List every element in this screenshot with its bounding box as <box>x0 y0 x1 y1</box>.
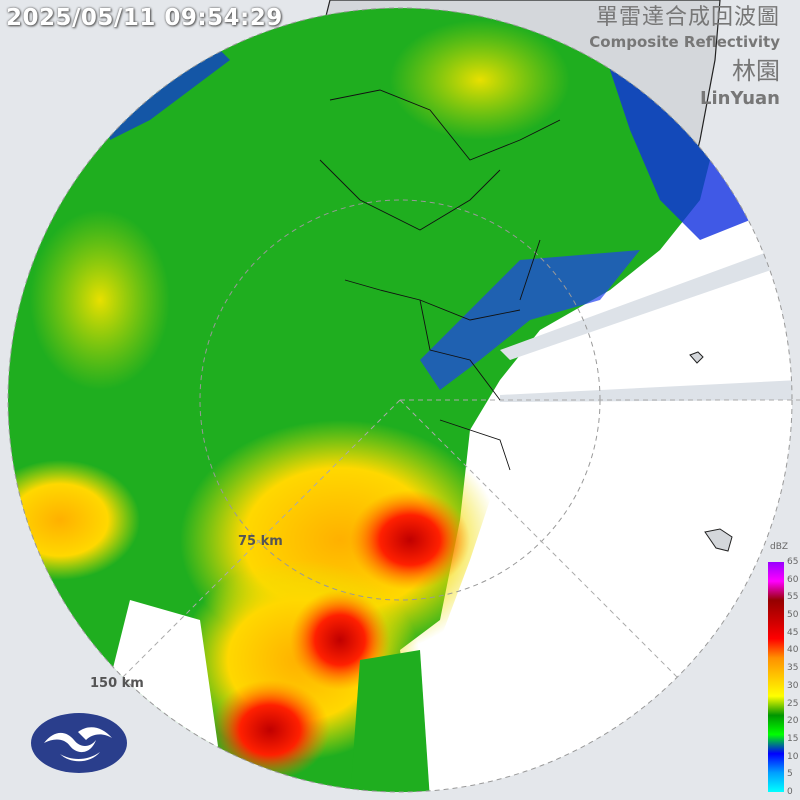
legend-tick: 25 <box>787 698 799 709</box>
legend-tick: 50 <box>787 610 799 621</box>
green-island <box>689 351 704 364</box>
legend-tick: 0 <box>787 787 793 797</box>
dbz-color-legend <box>768 562 784 792</box>
legend-tick: 55 <box>787 592 799 603</box>
orchid-island <box>704 528 733 552</box>
range-label-75km: 75 km <box>238 534 283 549</box>
legend-tick: 40 <box>787 645 799 656</box>
legend-tick: 60 <box>787 574 799 585</box>
station-name-en: LinYuan <box>700 88 780 109</box>
legend-tick: 35 <box>787 663 799 674</box>
county-borders <box>319 89 561 471</box>
legend-tick: 15 <box>787 733 799 744</box>
legend-unit: dBZ <box>770 542 789 552</box>
title-en: Composite Reflectivity <box>589 33 780 51</box>
title-zh: 單雷達合成回波圖 <box>595 5 780 30</box>
legend-tick: 30 <box>787 680 799 691</box>
station-name-zh: 林園 <box>732 57 780 85</box>
range-label-150km: 150 km <box>90 676 144 691</box>
legend-tick: 20 <box>787 716 799 727</box>
legend-tick: 10 <box>787 751 799 762</box>
legend-tick: 5 <box>787 769 793 780</box>
cwa-logo-icon <box>31 713 127 773</box>
legend-tick: 65 <box>787 557 799 567</box>
legend-tick: 45 <box>787 627 799 638</box>
timestamp: 2025/05/11 09:54:29 <box>6 5 283 31</box>
